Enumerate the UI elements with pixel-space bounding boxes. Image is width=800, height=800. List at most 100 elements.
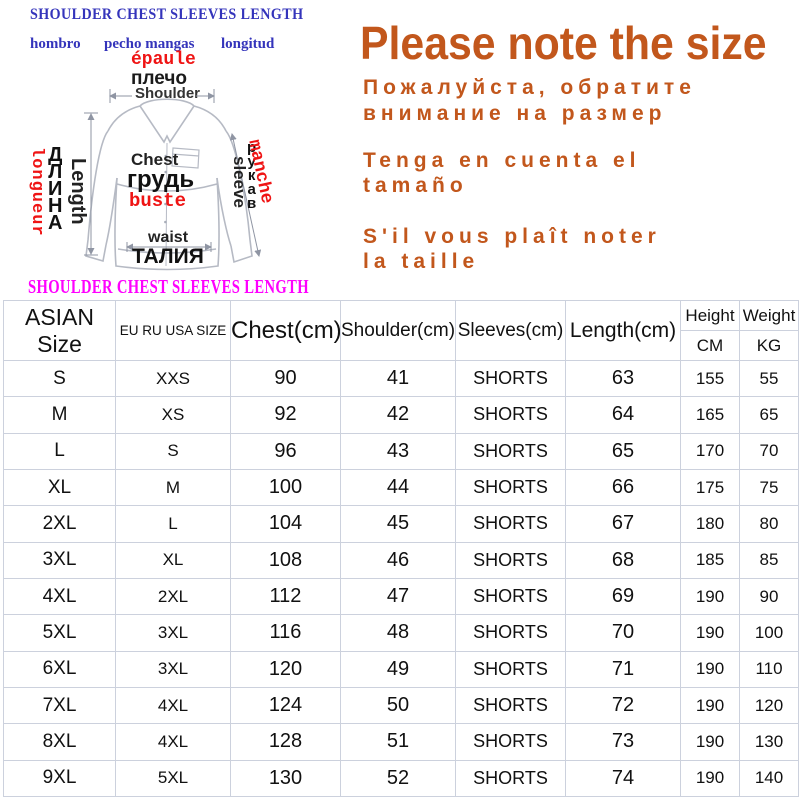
cell-length: 65 xyxy=(565,432,681,470)
table-row: 2XL L 104 45 SHORTS 67 180 80 xyxy=(3,505,799,543)
label-hombro: hombro xyxy=(30,36,81,52)
cell-asian: S xyxy=(3,359,116,398)
cell-length: 72 xyxy=(565,686,681,725)
cell-sleeves: SHORTS xyxy=(455,686,566,725)
notice-russian-line1: Пожалуйста, обратите xyxy=(363,76,696,99)
cell-sleeves: SHORTS xyxy=(455,541,566,579)
cell-asian: 3XL xyxy=(3,541,116,579)
cell-sleeves: SHORTS xyxy=(455,468,566,507)
cell-shoulder: 41 xyxy=(340,359,456,398)
label-sleeve: sleeve xyxy=(230,156,249,208)
header-height-label: Height xyxy=(681,302,739,331)
cell-height: 190 xyxy=(680,614,740,652)
cell-asian: 8XL xyxy=(3,723,116,761)
dimension-arrows xyxy=(84,89,262,257)
cell-weight: 75 xyxy=(739,468,799,507)
cell-weight: 130 xyxy=(739,723,799,761)
cell-sleeves: SHORTS xyxy=(455,432,566,470)
notice-spanish-line1: Tenga en cuenta el xyxy=(363,149,641,172)
diagram-top-labels-en: SHOULDER CHEST SLEEVES LENGTH xyxy=(30,6,304,23)
cell-chest: 112 xyxy=(230,577,341,616)
table-row: 6XL 3XL 120 49 SHORTS 71 190 110 xyxy=(3,650,799,688)
cell-chest: 124 xyxy=(230,686,341,725)
cell-asian: 2XL xyxy=(3,505,116,543)
cell-asian: 9XL xyxy=(3,759,116,798)
cell-shoulder: 48 xyxy=(340,614,456,652)
cell-weight: 55 xyxy=(739,359,799,398)
header-asian-size: ASIAN Size xyxy=(3,300,116,361)
shirt-buttons xyxy=(164,154,168,242)
cell-chest: 130 xyxy=(230,759,341,798)
cell-length: 69 xyxy=(565,577,681,616)
cell-chest: 128 xyxy=(230,723,341,761)
cell-chest: 120 xyxy=(230,650,341,688)
cell-asian: 7XL xyxy=(3,686,116,725)
cell-weight: 65 xyxy=(739,396,799,434)
cell-eu: 2XL xyxy=(115,577,231,616)
table-header-row: ASIAN Size EU RU USA SIZE Chest(cm) Shou… xyxy=(3,300,799,361)
cell-eu: 5XL xyxy=(115,759,231,798)
table-row: 5XL 3XL 116 48 SHORTS 70 190 100 xyxy=(3,614,799,652)
cell-chest: 104 xyxy=(230,505,341,543)
header-shoulder: Shoulder(cm) xyxy=(340,300,456,361)
cell-weight: 120 xyxy=(739,686,799,725)
cell-shoulder: 49 xyxy=(340,650,456,688)
table-row: 7XL 4XL 124 50 SHORTS 72 190 120 xyxy=(3,686,799,725)
cell-sleeves: SHORTS xyxy=(455,759,566,798)
cell-shoulder: 43 xyxy=(340,432,456,470)
header-height: Height CM xyxy=(680,300,740,361)
cell-sleeves: SHORTS xyxy=(455,650,566,688)
cell-eu: XXS xyxy=(115,359,231,398)
cell-eu: S xyxy=(115,432,231,470)
cell-weight: 140 xyxy=(739,759,799,798)
cell-eu: 3XL xyxy=(115,650,231,688)
cell-weight: 80 xyxy=(739,505,799,543)
cell-length: 73 xyxy=(565,723,681,761)
notice-french-line1: S'il vous plaît noter xyxy=(363,225,661,248)
header-chest: Chest(cm) xyxy=(230,300,341,361)
cell-height: 155 xyxy=(680,359,740,398)
label-epaule: épaule xyxy=(131,50,196,70)
header-weight-unit: KG xyxy=(756,336,782,355)
cell-asian: 4XL xyxy=(3,577,116,616)
label-longueur: longueur xyxy=(27,147,46,237)
cell-sleeves: SHORTS xyxy=(455,396,566,434)
table-row: 3XL XL 108 46 SHORTS 68 185 85 xyxy=(3,541,799,579)
cell-eu: 4XL xyxy=(115,686,231,725)
cell-weight: 90 xyxy=(739,577,799,616)
table-row: XL M 100 44 SHORTS 66 175 75 xyxy=(3,468,799,507)
cell-length: 74 xyxy=(565,759,681,798)
cell-chest: 96 xyxy=(230,432,341,470)
cell-eu: 3XL xyxy=(115,614,231,652)
cell-height: 190 xyxy=(680,650,740,688)
cell-length: 66 xyxy=(565,468,681,507)
cell-shoulder: 52 xyxy=(340,759,456,798)
cell-height: 180 xyxy=(680,505,740,543)
cell-weight: 100 xyxy=(739,614,799,652)
cell-shoulder: 47 xyxy=(340,577,456,616)
cell-asian: 6XL xyxy=(3,650,116,688)
cell-eu: XS xyxy=(115,396,231,434)
label-grud: грудь xyxy=(127,166,195,193)
label-length: Length xyxy=(67,158,89,225)
cell-height: 190 xyxy=(680,723,740,761)
cell-length: 67 xyxy=(565,505,681,543)
cell-height: 190 xyxy=(680,759,740,798)
cell-weight: 85 xyxy=(739,541,799,579)
header-weight-label: Weight xyxy=(740,302,798,331)
cell-length: 68 xyxy=(565,541,681,579)
cell-chest: 108 xyxy=(230,541,341,579)
table-row: M XS 92 42 SHORTS 64 165 65 xyxy=(3,396,799,434)
cell-sleeves: SHORTS xyxy=(455,577,566,616)
table-row: 9XL 5XL 130 52 SHORTS 74 190 140 xyxy=(3,759,799,798)
cell-eu: XL xyxy=(115,541,231,579)
cell-height: 170 xyxy=(680,432,740,470)
header-length: Length(cm) xyxy=(565,300,681,361)
cell-eu: L xyxy=(115,505,231,543)
header-weight: Weight KG xyxy=(739,300,799,361)
cell-weight: 70 xyxy=(739,432,799,470)
cell-shoulder: 51 xyxy=(340,723,456,761)
label-chest: Chest xyxy=(131,150,179,169)
